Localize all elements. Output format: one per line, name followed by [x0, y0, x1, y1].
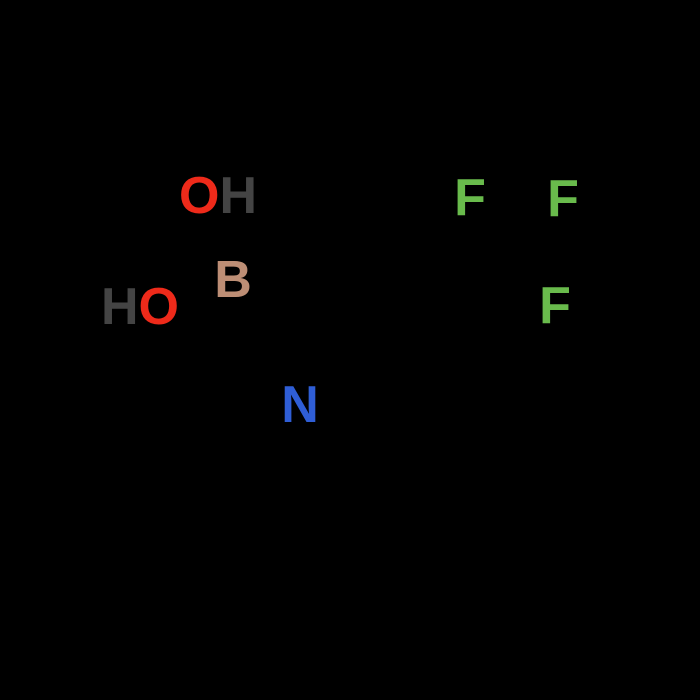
atom-F3: F [539, 277, 571, 335]
bond [345, 462, 443, 487]
atom-F2: F [547, 170, 579, 228]
bond [510, 293, 537, 300]
bond [310, 432, 348, 498]
bond [351, 484, 449, 509]
atom-HO_left: HO [101, 278, 179, 336]
atom-F1: F [454, 169, 486, 227]
molecule-diagram: OHHOBNFFF [0, 0, 700, 700]
bond [256, 293, 342, 338]
bond [346, 326, 471, 361]
bond [446, 373, 467, 473]
bond [483, 225, 510, 293]
atom-N: N [281, 376, 319, 434]
atom-OH_top: OH [179, 167, 257, 225]
atom-B: B [214, 251, 252, 309]
bond [177, 290, 213, 300]
bond [467, 293, 510, 373]
bond [338, 350, 463, 385]
